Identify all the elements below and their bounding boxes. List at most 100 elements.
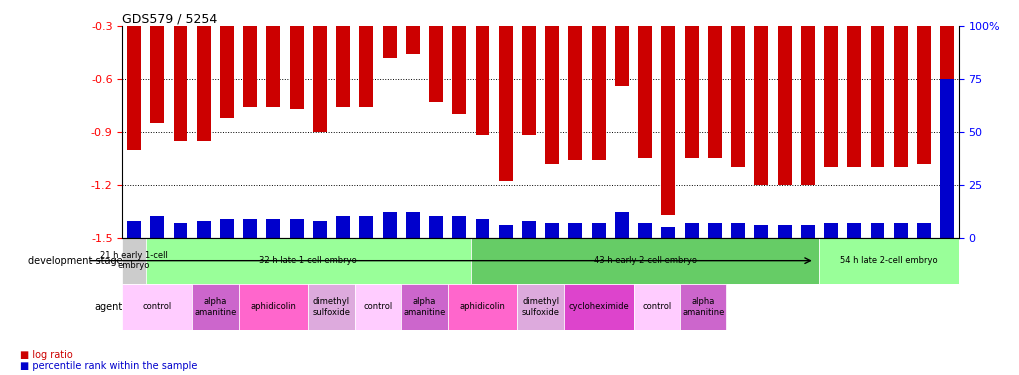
Text: 43 h early 2-cell embryo: 43 h early 2-cell embryo bbox=[593, 256, 696, 265]
Text: 32 h late 1-cell embryo: 32 h late 1-cell embryo bbox=[259, 256, 357, 265]
FancyBboxPatch shape bbox=[633, 284, 680, 330]
Bar bbox=[660, 0, 675, 214]
Bar bbox=[220, 219, 233, 237]
Bar bbox=[429, 0, 442, 102]
Bar bbox=[638, 0, 651, 158]
Bar bbox=[243, 219, 257, 237]
Bar bbox=[382, 212, 396, 237]
Bar bbox=[451, 0, 466, 114]
Text: 54 h late 2-cell embryo: 54 h late 2-cell embryo bbox=[840, 256, 937, 265]
Bar bbox=[614, 212, 629, 237]
Text: ■ log ratio: ■ log ratio bbox=[20, 350, 73, 360]
FancyBboxPatch shape bbox=[471, 237, 818, 284]
Bar bbox=[336, 216, 350, 237]
FancyBboxPatch shape bbox=[400, 284, 447, 330]
Bar bbox=[336, 0, 350, 107]
Bar bbox=[916, 0, 930, 164]
Text: control: control bbox=[363, 302, 392, 311]
Bar bbox=[754, 225, 767, 237]
Bar bbox=[475, 0, 489, 135]
Bar bbox=[313, 0, 326, 132]
Bar bbox=[406, 0, 420, 54]
Text: aphidicolin: aphidicolin bbox=[251, 302, 297, 311]
FancyBboxPatch shape bbox=[355, 284, 400, 330]
Bar bbox=[150, 0, 164, 123]
Bar bbox=[406, 212, 420, 237]
Bar bbox=[173, 223, 187, 237]
Bar bbox=[754, 0, 767, 185]
Text: aphidicolin: aphidicolin bbox=[460, 302, 505, 311]
Text: GDS579 / 5254: GDS579 / 5254 bbox=[122, 12, 217, 25]
Bar bbox=[940, 0, 953, 82]
Bar bbox=[869, 223, 883, 237]
Text: dimethyl
sulfoxide: dimethyl sulfoxide bbox=[312, 297, 351, 316]
Bar bbox=[893, 0, 907, 167]
Bar bbox=[800, 225, 814, 237]
Text: cycloheximide: cycloheximide bbox=[568, 302, 629, 311]
Bar bbox=[823, 0, 838, 167]
Text: development stage: development stage bbox=[28, 256, 122, 266]
Bar bbox=[800, 0, 814, 185]
FancyBboxPatch shape bbox=[122, 237, 146, 284]
Bar bbox=[382, 0, 396, 58]
Text: alpha
amanitine: alpha amanitine bbox=[682, 297, 723, 316]
Bar bbox=[847, 0, 860, 167]
Bar bbox=[568, 223, 582, 237]
Bar bbox=[359, 216, 373, 237]
Bar bbox=[545, 223, 558, 237]
FancyBboxPatch shape bbox=[146, 237, 471, 284]
Bar bbox=[127, 220, 141, 237]
FancyBboxPatch shape bbox=[564, 284, 633, 330]
Text: agent: agent bbox=[94, 302, 122, 312]
Bar bbox=[591, 223, 605, 237]
Text: ■ percentile rank within the sample: ■ percentile rank within the sample bbox=[20, 361, 198, 371]
Bar bbox=[498, 225, 513, 237]
Bar bbox=[940, 79, 953, 237]
Bar bbox=[498, 0, 513, 181]
Bar bbox=[707, 223, 721, 237]
Bar bbox=[568, 0, 582, 160]
Bar bbox=[823, 223, 838, 237]
Bar bbox=[429, 216, 442, 237]
Text: control: control bbox=[143, 302, 172, 311]
Bar bbox=[684, 223, 698, 237]
Bar bbox=[614, 0, 629, 86]
Bar bbox=[638, 223, 651, 237]
Bar bbox=[475, 219, 489, 237]
Bar bbox=[776, 0, 791, 185]
Bar bbox=[522, 0, 535, 135]
FancyBboxPatch shape bbox=[308, 284, 355, 330]
Bar bbox=[289, 219, 304, 237]
Bar bbox=[776, 225, 791, 237]
Bar bbox=[545, 0, 558, 164]
Bar bbox=[731, 223, 744, 237]
Bar bbox=[173, 0, 187, 141]
FancyBboxPatch shape bbox=[447, 284, 517, 330]
Bar bbox=[150, 216, 164, 237]
Bar bbox=[197, 0, 211, 141]
Bar bbox=[893, 223, 907, 237]
FancyBboxPatch shape bbox=[192, 284, 238, 330]
Bar bbox=[197, 220, 211, 237]
Bar bbox=[266, 0, 280, 107]
FancyBboxPatch shape bbox=[818, 237, 958, 284]
Bar bbox=[522, 220, 535, 237]
Bar bbox=[916, 223, 930, 237]
FancyBboxPatch shape bbox=[680, 284, 726, 330]
Bar bbox=[359, 0, 373, 107]
Text: 21 h early 1-cell
embryo: 21 h early 1-cell embryo bbox=[100, 251, 168, 270]
Bar bbox=[869, 0, 883, 167]
Text: alpha
amanitine: alpha amanitine bbox=[403, 297, 445, 316]
Bar bbox=[707, 0, 721, 158]
Text: alpha
amanitine: alpha amanitine bbox=[194, 297, 236, 316]
Bar bbox=[660, 227, 675, 237]
FancyBboxPatch shape bbox=[122, 284, 192, 330]
Bar bbox=[243, 0, 257, 107]
Text: dimethyl
sulfoxide: dimethyl sulfoxide bbox=[521, 297, 559, 316]
Bar bbox=[684, 0, 698, 158]
Bar bbox=[220, 0, 233, 118]
FancyBboxPatch shape bbox=[238, 284, 308, 330]
Bar bbox=[289, 0, 304, 109]
Bar bbox=[451, 216, 466, 237]
Bar bbox=[731, 0, 744, 167]
